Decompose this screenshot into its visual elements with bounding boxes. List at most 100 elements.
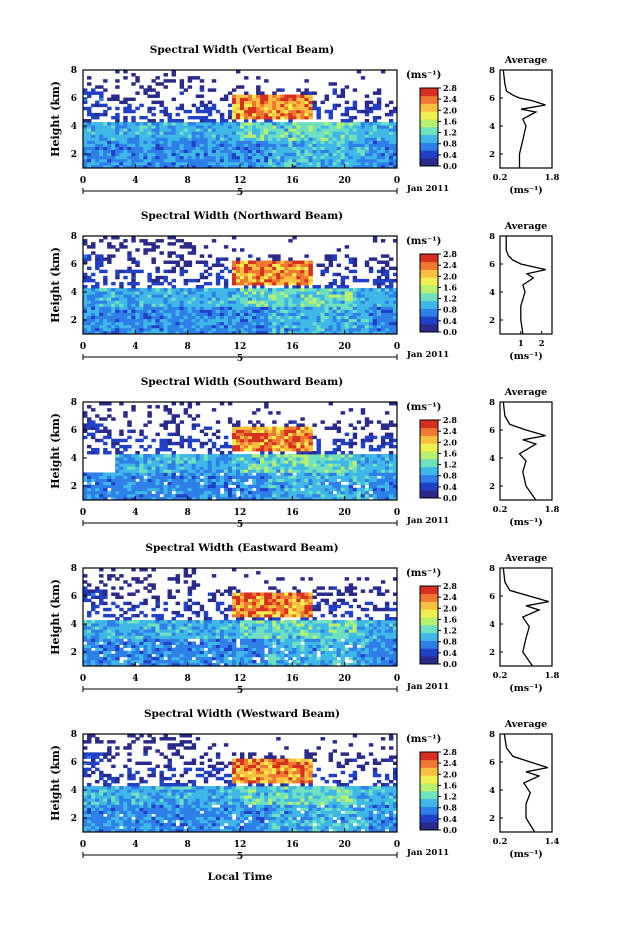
heatmap-cell (284, 164, 289, 169)
heatmap-cell (292, 158, 297, 163)
heatmap-cell (83, 294, 88, 298)
heatmap-cell (292, 426, 297, 430)
heatmap-cell (368, 100, 374, 105)
heatmap-cell (312, 128, 317, 132)
heatmap-cell (175, 122, 181, 126)
heatmap-cell (352, 490, 358, 495)
heatmap-cell (292, 318, 297, 323)
heatmap-cell (183, 140, 189, 144)
heatmap-cell (344, 490, 350, 495)
heatmap-cell (115, 115, 120, 120)
heatmap-cell (316, 324, 321, 329)
heatmap-cell (264, 330, 269, 335)
heatmap-cell (260, 137, 265, 141)
heatmap-cell (352, 309, 358, 313)
heatmap-cell (155, 463, 160, 467)
heatmap-cell (244, 128, 249, 132)
heatmap-cell (320, 143, 325, 147)
heatmap-cell (187, 466, 193, 470)
heatmap-cell (360, 324, 366, 329)
heatmap-cell (260, 100, 265, 105)
heatmap-cell (244, 134, 249, 138)
heatmap-cell (280, 315, 285, 320)
heatmap-cell (199, 466, 205, 470)
heatmap-cell (340, 158, 346, 163)
heatmap-cell (87, 134, 92, 138)
heatmap-cell (356, 149, 362, 154)
heatmap-cell (159, 438, 164, 443)
heatmap-cell (211, 158, 217, 163)
heatmap-cell (139, 85, 144, 89)
heatmap-cell (300, 318, 305, 323)
heatmap-cell (272, 97, 277, 102)
heatmap-cell (87, 94, 92, 98)
heatmap-cell (316, 294, 321, 298)
colorbar-segment (420, 150, 438, 159)
heatmap-cell (364, 109, 370, 114)
heatmap-cell (248, 454, 253, 458)
heatmap-cell (103, 297, 108, 301)
heatmap-cell (332, 309, 338, 313)
y-tick-label: 6 (71, 260, 77, 270)
heatmap-cell (199, 321, 205, 326)
heatmap-cell (219, 303, 225, 307)
heatmap-cell (139, 137, 144, 141)
heatmap-cell (316, 321, 321, 326)
heatmap-cell (199, 109, 205, 114)
heatmap-cell (183, 128, 189, 132)
heatmap-cell (352, 152, 358, 157)
heatmap-cell (340, 327, 346, 332)
day-label: 5 (237, 520, 243, 530)
heatmap-cell (260, 472, 265, 476)
heatmap-cell (388, 112, 394, 117)
heatmap-cell (320, 487, 325, 492)
heatmap-cell (139, 303, 144, 307)
colorbar-tick-label: 0.4 (443, 482, 457, 492)
heatmap-cell (223, 496, 229, 501)
heatmap-cell (380, 327, 386, 332)
heatmap-cell (360, 469, 366, 473)
heatmap-cell (199, 115, 205, 120)
heatmap-cell (175, 457, 181, 461)
heatmap-cell (235, 281, 241, 286)
heatmap-cell (195, 143, 201, 147)
heatmap-cell (384, 487, 390, 492)
heatmap-cell (199, 272, 205, 277)
heatmap-cell (276, 266, 281, 271)
heatmap-cell (340, 300, 346, 304)
heatmap-cell (312, 100, 317, 105)
heatmap-cell (119, 306, 124, 310)
heatmap-cell (147, 297, 152, 301)
heatmap-cell (123, 291, 128, 295)
heatmap-cell (256, 291, 261, 295)
heatmap-cell (264, 140, 269, 144)
heatmap-cell (240, 435, 245, 440)
heatmap-cell (252, 294, 257, 298)
heatmap-cell (280, 327, 285, 332)
heatmap-cell (235, 85, 241, 89)
heatmap-cell (111, 478, 116, 483)
heatmap-cell (223, 306, 229, 310)
heatmap-cell (179, 300, 185, 304)
heatmap-cell (388, 423, 394, 427)
heatmap-cell (264, 269, 269, 274)
heatmap-cell (139, 490, 144, 495)
heatmap-cell (135, 303, 140, 307)
heatmap-cell (167, 140, 172, 144)
heatmap-cell (103, 472, 108, 476)
heatmap-cell (107, 435, 112, 440)
heatmap-cell (320, 137, 325, 141)
colorbar-tick-label: 2.8 (443, 249, 457, 259)
heatmap-cell (167, 236, 172, 240)
heatmap-cell (203, 324, 209, 329)
heatmap-cell (215, 475, 221, 479)
heatmap-cell (127, 493, 132, 498)
heatmap-cell (260, 263, 265, 268)
heatmap-cell (183, 318, 189, 323)
heatmap-cell (195, 423, 201, 427)
heatmap-cell (256, 408, 261, 412)
heatmap-cell (231, 444, 237, 449)
heatmap-cell (131, 487, 136, 492)
heatmap-cell (187, 85, 193, 89)
heatmap-cell (248, 429, 253, 434)
